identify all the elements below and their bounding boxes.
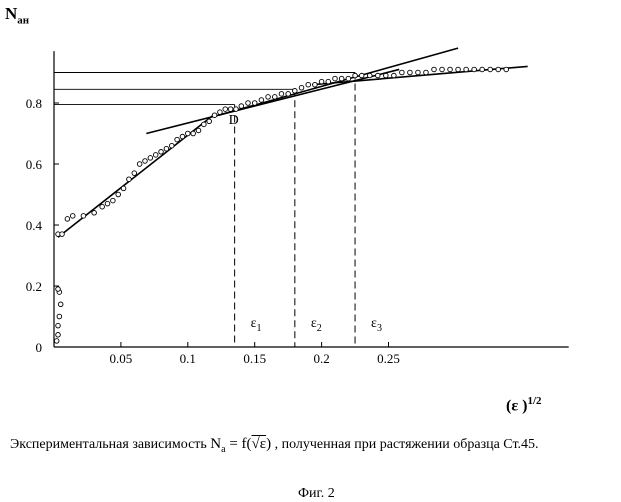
data-point (81, 214, 86, 219)
data-point (293, 89, 298, 94)
data-point (92, 211, 97, 216)
chart: 0 0.2 0.4 0.6 0.8 0.05 0.1 0.15 0.2 0.25 ε1 ε2 ε3 D (0, 0, 621, 420)
data-point (175, 137, 180, 142)
x-axis-label: (ε )1/2 (506, 395, 542, 415)
data-point (384, 73, 389, 78)
data-point (272, 95, 277, 100)
x-tick-label: 0.05 (110, 351, 133, 366)
epsilon-label: ε2 (311, 316, 322, 334)
data-point (266, 95, 271, 100)
x-tick-label: 0.1 (180, 351, 196, 366)
data-point (416, 70, 421, 75)
data-point (456, 67, 461, 72)
data-point (56, 287, 61, 292)
y-tick-label: 0 (36, 340, 43, 355)
x-tick-label: 0.25 (377, 351, 400, 366)
data-point (127, 177, 132, 182)
data-point (65, 217, 70, 222)
data-point (367, 73, 372, 78)
point-label-d: D (229, 113, 239, 128)
data-point (228, 107, 233, 112)
data-point (392, 73, 397, 78)
data-point (440, 67, 445, 72)
data-point (313, 82, 318, 87)
data-point (400, 70, 405, 75)
data-point (105, 201, 110, 206)
caption-suffix: , полученная при растяжении образца Ст.4… (271, 437, 538, 452)
data-point (472, 67, 477, 72)
data-point (60, 232, 65, 237)
data-point (180, 134, 185, 139)
data-point (408, 70, 413, 75)
data-point (56, 323, 61, 328)
figure-caption: Экспериментальная зависимость Na = f(√ε)… (10, 436, 539, 455)
data-point (252, 101, 257, 106)
data-point (504, 67, 509, 72)
data-point (121, 186, 126, 191)
data-point (116, 192, 121, 197)
data-point (488, 67, 493, 72)
data-point (159, 150, 164, 155)
data-point (299, 85, 304, 90)
data-point (375, 73, 380, 78)
data-point (56, 333, 61, 338)
data-point (448, 67, 453, 72)
caption-formula: Na = f(√ε) (210, 436, 271, 452)
data-point (169, 143, 174, 148)
data-point (286, 92, 291, 97)
data-point (246, 101, 251, 106)
data-point (239, 104, 244, 109)
data-point (202, 122, 207, 127)
data-point (148, 156, 153, 161)
data-point (196, 128, 201, 133)
data-point (111, 198, 116, 203)
data-point (306, 82, 311, 87)
data-point (164, 146, 169, 151)
y-tick-label: 0.6 (26, 157, 43, 172)
x-tick-label: 0.2 (313, 351, 329, 366)
fit-line-4 (312, 66, 527, 84)
epsilon-label: ε1 (251, 316, 262, 334)
data-point (480, 67, 485, 72)
y-axis-label: Nан (5, 4, 29, 26)
data-point (432, 67, 437, 72)
data-point (100, 204, 105, 209)
data-point (143, 159, 148, 164)
data-point (353, 73, 358, 78)
data-point (132, 171, 137, 176)
data-point (153, 153, 158, 158)
data-point (319, 79, 324, 84)
data-point (234, 107, 239, 112)
data-point (259, 98, 264, 103)
data-point (339, 76, 344, 81)
data-point (333, 76, 338, 81)
data-point (207, 119, 212, 124)
fit-line-2 (146, 69, 399, 133)
data-point (70, 214, 75, 219)
data-point (186, 131, 191, 136)
data-point (58, 302, 63, 307)
data-point (496, 67, 501, 72)
data-point (57, 314, 62, 319)
x-tick-label: 0.15 (243, 351, 266, 366)
y-tick-label: 0.2 (26, 279, 42, 294)
data-point (191, 131, 196, 136)
data-point (346, 76, 351, 81)
caption-prefix: Экспериментальная зависимость (10, 437, 210, 452)
y-tick-label: 0.8 (26, 96, 42, 111)
data-point (223, 107, 228, 112)
data-point (326, 79, 331, 84)
epsilon-label: ε3 (371, 316, 382, 334)
data-point (218, 110, 223, 115)
data-point (424, 70, 429, 75)
y-tick-label: 0.4 (26, 218, 43, 233)
data-point (54, 339, 59, 344)
data-point (279, 92, 284, 97)
data-point (137, 162, 142, 167)
data-point (359, 73, 364, 78)
data-point (464, 67, 469, 72)
data-point (212, 113, 217, 118)
